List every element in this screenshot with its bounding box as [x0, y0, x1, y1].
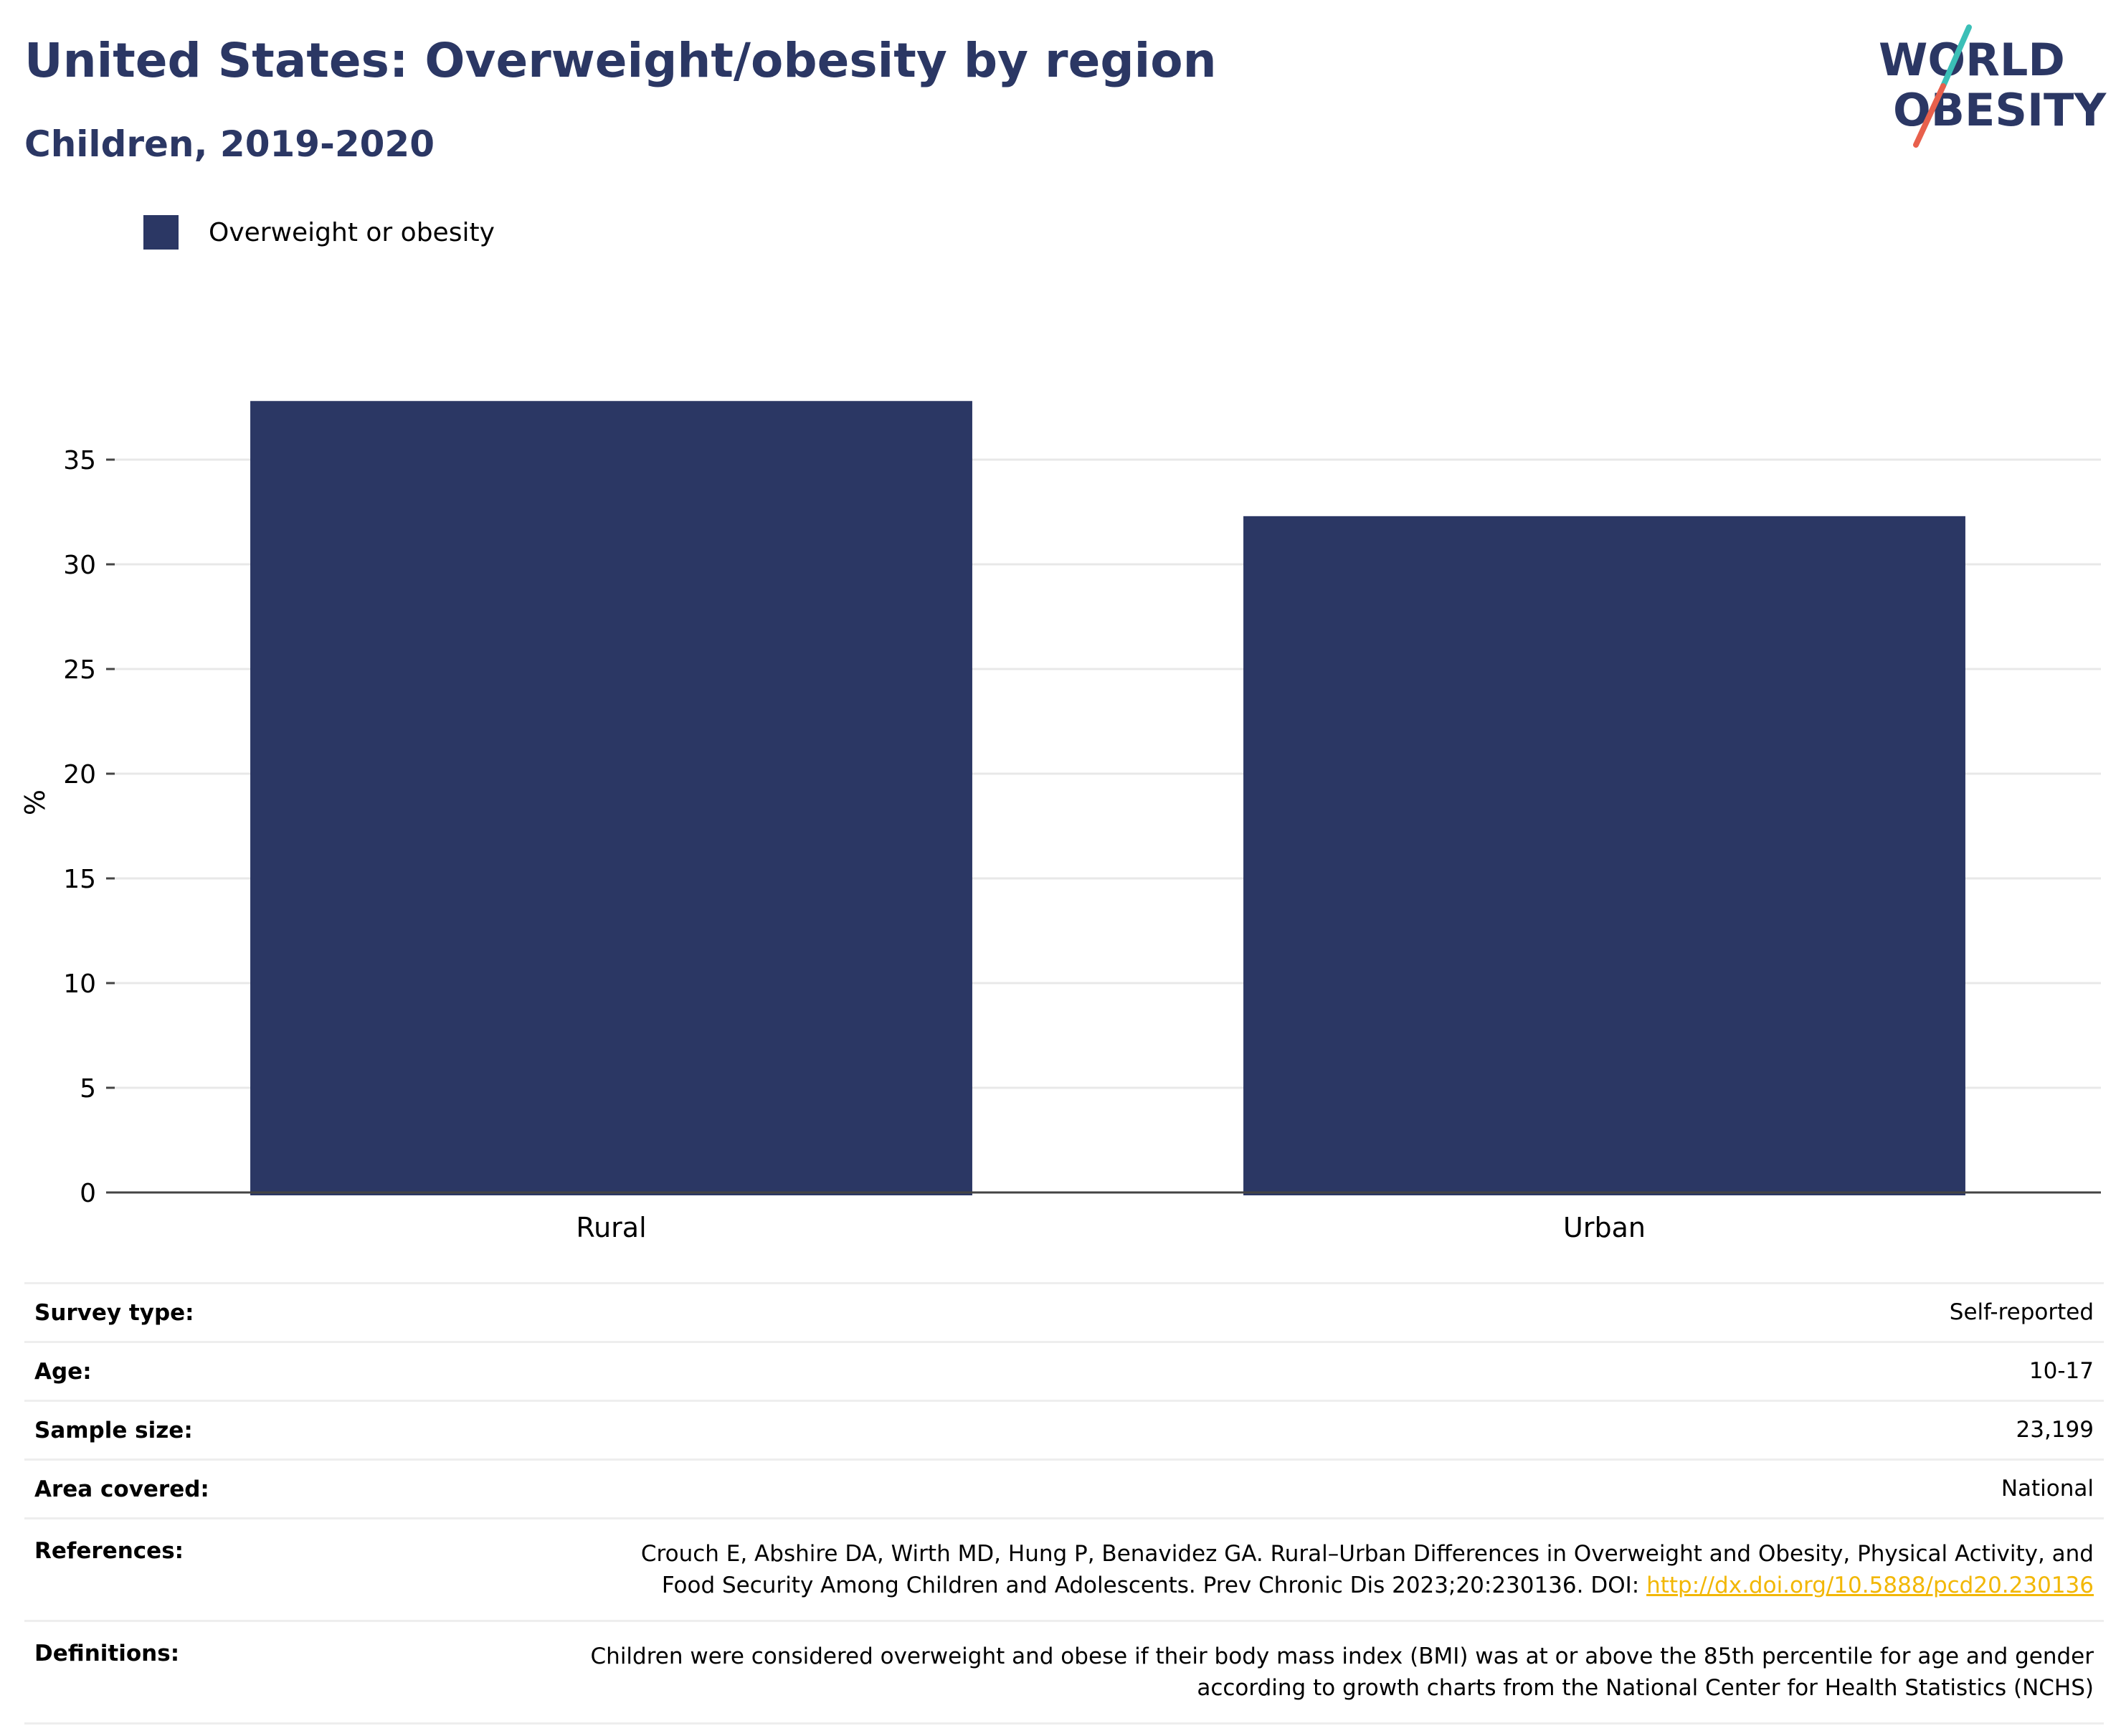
y-tick-label: 10: [63, 969, 96, 999]
meta-label: Age:: [34, 1358, 92, 1385]
y-tick-label: 25: [63, 655, 96, 685]
definitions-text: Children were considered overweight and …: [591, 1641, 2094, 1704]
bar-urban: [1243, 516, 1965, 1195]
page-title: United States: Overweight/obesity by reg…: [24, 33, 1217, 88]
definitions-line-1: Children were considered overweight and …: [590, 1643, 2094, 1669]
y-tick-label: 35: [63, 446, 96, 475]
y-tick-label: 30: [63, 551, 96, 580]
references-line-2: Food Security Among Children and Adolesc…: [661, 1573, 1647, 1598]
y-tick-labels: 0 5 10 15 20 25 30 35: [63, 446, 115, 1208]
bars: [250, 401, 1965, 1195]
y-tick-label: 15: [63, 865, 96, 894]
meta-value: Self-reported: [1949, 1299, 2094, 1325]
logo-line-obesity: OBESITY: [1893, 84, 2107, 136]
y-axis-label: %: [19, 789, 51, 815]
meta-value: 10-17: [2029, 1358, 2094, 1384]
meta-label: Survey type:: [34, 1299, 194, 1326]
y-tick-label: 20: [63, 760, 96, 789]
logo-slash-red: [1913, 83, 1946, 148]
metadata-table: Survey type: Self-reported Age: 10-17 Sa…: [24, 1282, 2104, 1725]
world-obesity-logo: WORLD OBESITY: [1879, 24, 2107, 148]
page-subtitle: Children, 2019-2020: [24, 123, 435, 165]
meta-label: Definitions:: [34, 1641, 180, 1666]
meta-label: Area covered:: [34, 1476, 209, 1502]
meta-row-area-covered: Area covered: National: [24, 1461, 2104, 1519]
legend-label: Overweight or obesity: [209, 217, 495, 247]
chart-legend: Overweight or obesity: [143, 215, 495, 250]
references-text: Crouch E, Abshire DA, Wirth MD, Hung P, …: [641, 1538, 2094, 1601]
x-tick-label: Urban: [1563, 1212, 1646, 1243]
meta-row-age: Age: 10-17: [24, 1343, 2104, 1402]
meta-label: References:: [34, 1538, 184, 1564]
definitions-line-2: according to growth charts from the Nati…: [1197, 1675, 2094, 1701]
bar-rural: [250, 401, 972, 1195]
meta-row-survey-type: Survey type: Self-reported: [24, 1284, 2104, 1343]
y-tick-label: 0: [80, 1179, 96, 1208]
y-tick-label: 5: [80, 1074, 96, 1104]
doi-link[interactable]: http://dx.doi.org/10.5888/pcd20.230136: [1646, 1573, 2094, 1598]
logo-slash-teal: [1940, 24, 1972, 89]
meta-value: 23,199: [2016, 1417, 2094, 1443]
meta-value: National: [2001, 1476, 2094, 1502]
meta-row-sample-size: Sample size: 23,199: [24, 1402, 2104, 1461]
x-tick-label: Rural: [576, 1212, 646, 1243]
legend-swatch: [143, 215, 179, 250]
meta-row-references: References: Crouch E, Abshire DA, Wirth …: [24, 1519, 2104, 1622]
references-line-1: Crouch E, Abshire DA, Wirth MD, Hung P, …: [640, 1541, 2094, 1567]
logo-line-world: WORLD: [1879, 34, 2065, 86]
meta-label: Sample size:: [34, 1417, 193, 1443]
meta-row-definitions: Definitions: Children were considered ov…: [24, 1622, 2104, 1725]
bar-chart: 0 5 10 15 20 25 30 35 Rural Urban %: [19, 401, 2101, 1243]
x-tick-labels: Rural Urban: [576, 1212, 1646, 1243]
